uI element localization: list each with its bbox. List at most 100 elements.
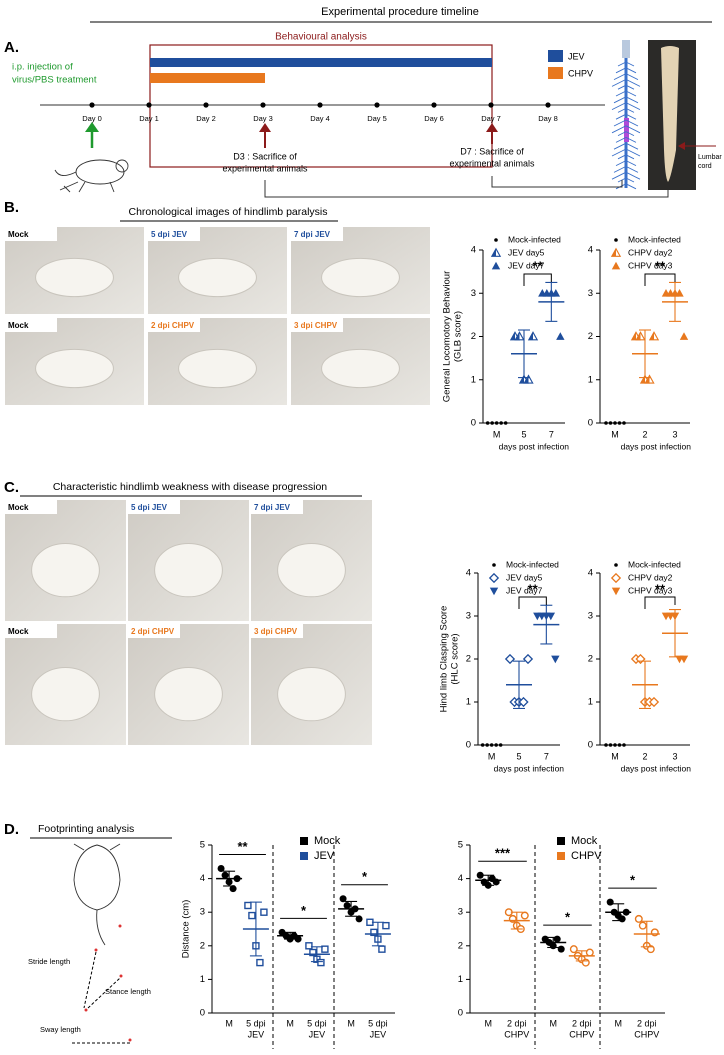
jev-period-bar xyxy=(150,58,492,67)
data-point xyxy=(527,331,539,341)
data-point xyxy=(613,743,617,747)
photo-label-bg xyxy=(148,318,200,332)
legend-label: Mock xyxy=(314,835,341,847)
x-tick-label: JEV xyxy=(309,1029,326,1039)
nerve-branch xyxy=(617,84,635,90)
legend-label: CHPV day3 xyxy=(628,585,673,595)
timeline-dot xyxy=(374,102,380,108)
y-tick-label: 2 xyxy=(458,940,463,951)
timeline-dot xyxy=(488,102,494,108)
day-label: Day 2 xyxy=(196,114,216,123)
significance-label: * xyxy=(630,873,636,888)
sacrifice-arrowhead xyxy=(486,123,498,132)
data-point xyxy=(499,421,503,425)
y-axis-label: Hind limb Clasping Score xyxy=(439,606,450,713)
data-point xyxy=(300,852,308,860)
data-point xyxy=(551,655,560,664)
day-label: Day 1 xyxy=(139,114,159,123)
y-tick-label: 3 xyxy=(466,611,471,622)
y-tick-label: 0 xyxy=(588,418,593,429)
y-tick-label: 1 xyxy=(471,374,476,385)
x-tick-label: 2 dpi xyxy=(507,1018,527,1028)
y-tick-label: 0 xyxy=(458,1008,463,1019)
nerve-branch xyxy=(613,119,639,127)
timeline-dot xyxy=(260,102,266,108)
y-tick-label: 3 xyxy=(458,907,463,918)
data-point xyxy=(585,948,594,957)
data-point xyxy=(490,247,502,257)
data-point xyxy=(343,901,351,909)
injection-text: virus/PBS treatment xyxy=(12,75,97,86)
mouse-photo xyxy=(277,543,346,598)
footprint xyxy=(118,924,122,928)
x-tick-label: 7 xyxy=(544,751,549,761)
data-point xyxy=(611,587,621,596)
chart: 0 1 2 3 4 General Locomotory Behaviour (GLB sc… xyxy=(442,234,570,451)
y-axis-label: General Locomotory Behaviour xyxy=(442,271,453,403)
marker-half xyxy=(515,332,520,340)
x-tick-label: CHPV xyxy=(569,1029,594,1039)
x-tick-label: M xyxy=(611,429,619,439)
legend-label: CHPV day2 xyxy=(628,572,673,582)
data-point xyxy=(618,915,626,923)
photo-label-bg xyxy=(5,227,57,241)
y-tick-label: 3 xyxy=(588,611,593,622)
photo-label: 7 dpi JEV xyxy=(254,503,291,512)
sacrifice-text: D3 : Sacrifice of xyxy=(233,151,297,161)
y-tick-label: 4 xyxy=(588,568,593,579)
chart: 0 1 2 3 4 M 2 3 days post infection ** Mock-infect… xyxy=(588,234,692,451)
y-tick-label: 2 xyxy=(471,331,476,342)
chpv-period-bar xyxy=(150,73,265,83)
data-point xyxy=(489,743,494,747)
marker-half xyxy=(611,248,616,257)
data-point xyxy=(494,421,499,425)
y-tick-label: 0 xyxy=(471,418,476,429)
data-point xyxy=(614,238,618,242)
footprint xyxy=(94,948,98,952)
significance-label: * xyxy=(565,910,571,925)
marker-half xyxy=(528,332,533,340)
mouse-photo xyxy=(154,667,223,722)
sacrifice-text: D7 : Sacrifice of xyxy=(460,146,524,156)
y-axis-label: Distance (cm) xyxy=(181,900,192,959)
photo-label: 2 dpi CHPV xyxy=(151,321,195,330)
data-point xyxy=(648,696,660,708)
x-tick-label: 5 xyxy=(516,751,521,761)
x-axis-label: days post infection xyxy=(494,763,565,773)
mouse-photo xyxy=(178,257,257,298)
cord-label: Lumbar xyxy=(698,154,722,161)
legend-label: Mock-infected xyxy=(508,234,561,244)
x-tick-label: 2 dpi xyxy=(637,1018,657,1028)
timeline-dot xyxy=(317,102,323,108)
data-point xyxy=(646,945,655,954)
y-tick-label: 4 xyxy=(588,245,593,256)
photo-label: 2 dpi CHPV xyxy=(131,627,175,636)
data-point xyxy=(569,945,578,954)
mouse-top-view xyxy=(73,843,121,946)
data-point xyxy=(492,563,496,567)
day-label: Day 8 xyxy=(538,114,558,123)
chart: 0 1 2 3 4 M 2 3 days post infection ** Mock-infect… xyxy=(588,559,692,773)
x-tick-label: 5 dpi xyxy=(307,1018,327,1028)
photo-label: Mock xyxy=(8,503,29,512)
nerve-branch xyxy=(611,171,641,180)
x-tick-label: 7 xyxy=(549,429,554,439)
marker-half xyxy=(636,332,641,340)
significance-bracket xyxy=(523,273,552,286)
day-label: Day 6 xyxy=(424,114,444,123)
data-point xyxy=(229,885,237,893)
panel-letter: C. xyxy=(4,479,19,496)
significance-label: ** xyxy=(533,258,544,273)
nerve-branch xyxy=(617,154,635,160)
data-point xyxy=(557,837,565,845)
marker-half xyxy=(491,248,496,257)
mouse-photo xyxy=(178,348,257,389)
day-label: Day 4 xyxy=(310,114,330,123)
panel-title: Experimental procedure timeline xyxy=(321,6,479,18)
box-title: Behavioural analysis xyxy=(275,32,367,43)
cord-label: cord xyxy=(698,163,712,170)
y-tick-label: 3 xyxy=(471,288,476,299)
data-point xyxy=(309,948,317,957)
data-point xyxy=(520,911,529,920)
sacrifice-text: experimental animals xyxy=(449,158,535,168)
